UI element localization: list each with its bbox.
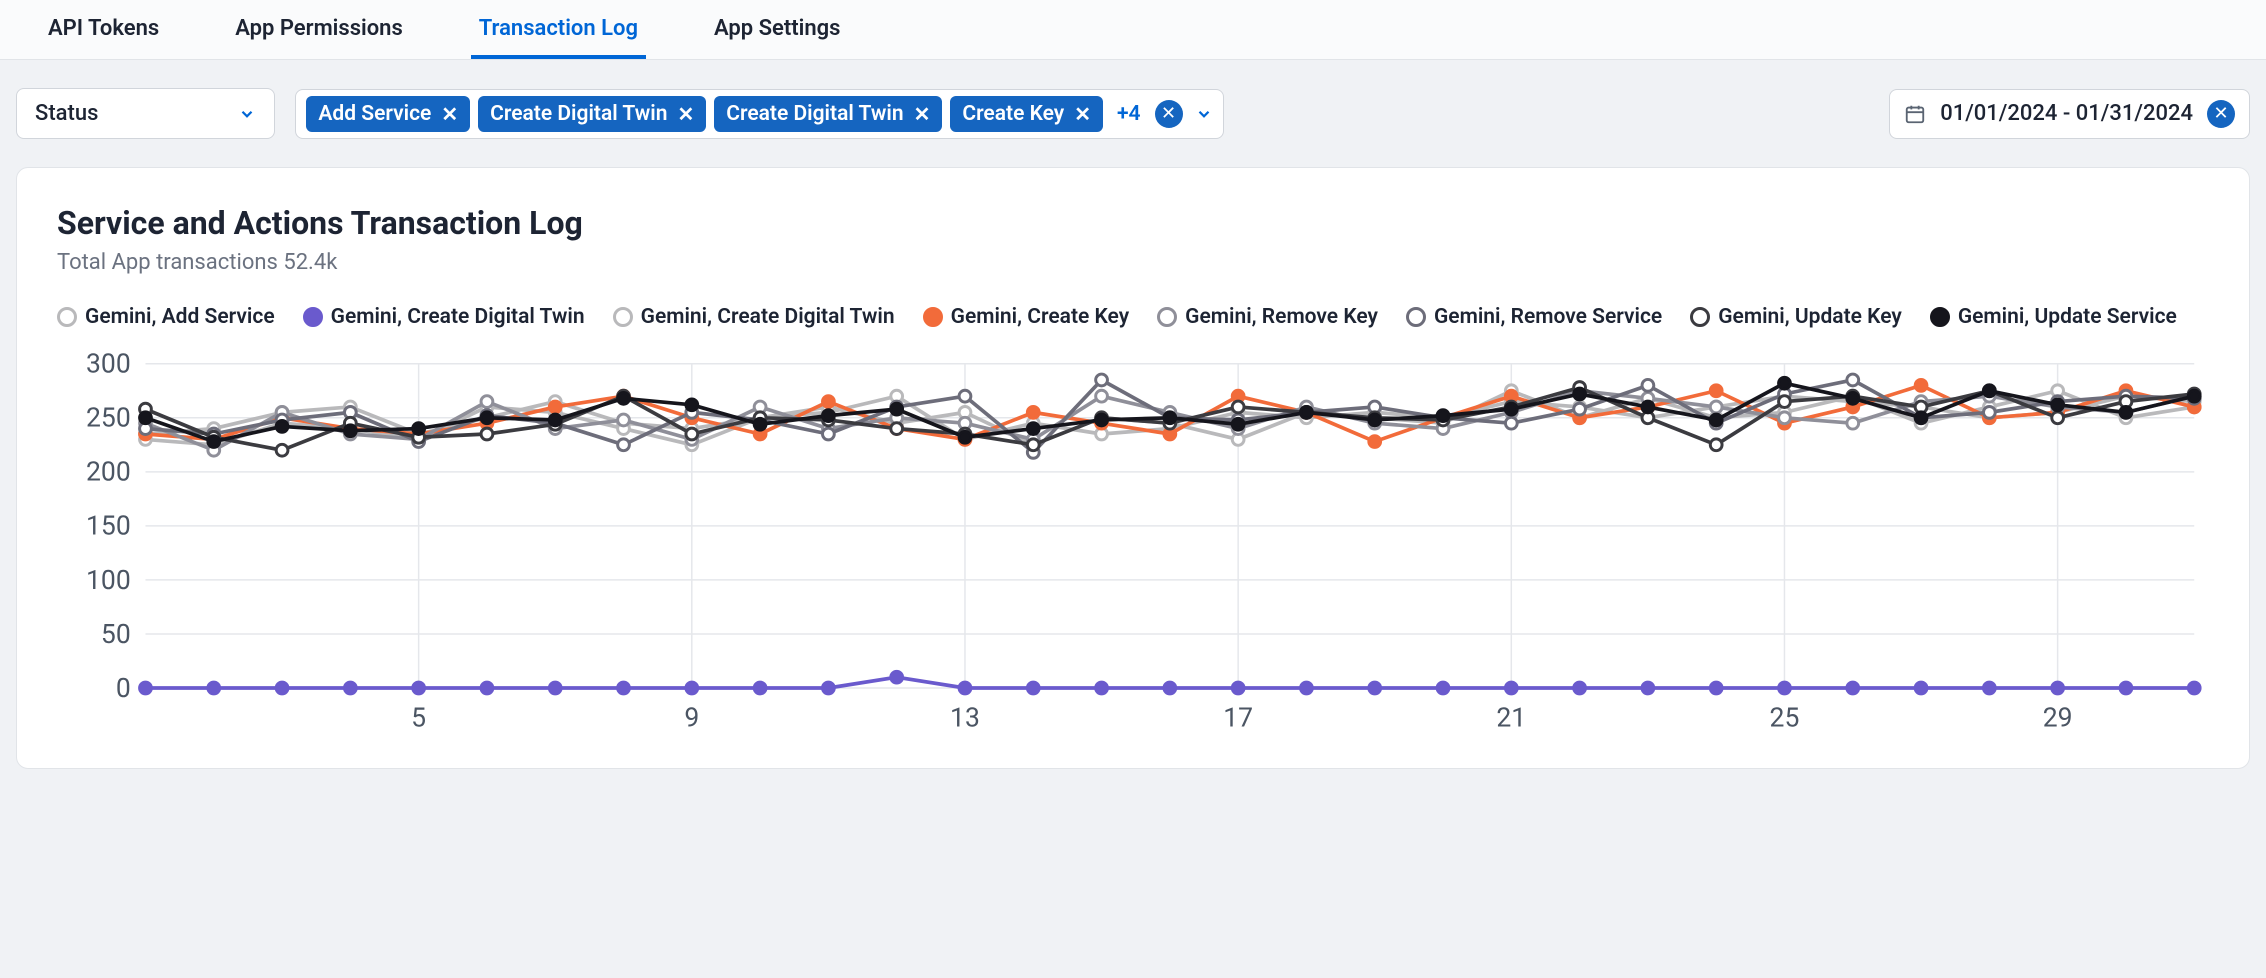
close-icon[interactable]: ✕ <box>441 104 458 124</box>
tabs-bar: API Tokens App Permissions Transaction L… <box>0 0 2266 60</box>
calendar-icon <box>1904 103 1926 125</box>
legend-dot <box>1406 307 1426 327</box>
svg-text:13: 13 <box>950 702 980 732</box>
chip-label: Create Digital Twin <box>490 102 667 126</box>
svg-text:100: 100 <box>86 565 131 596</box>
close-icon[interactable]: ✕ <box>677 104 694 124</box>
chart-legend: Gemini, Add Service Gemini, Create Digita… <box>57 305 2209 329</box>
tab-app-permissions[interactable]: App Permissions <box>227 0 411 59</box>
svg-text:300: 300 <box>86 349 131 380</box>
legend-item[interactable]: Gemini, Remove Key <box>1157 305 1378 329</box>
legend-dot <box>1690 307 1710 327</box>
legend-label: Gemini, Create Digital Twin <box>641 305 895 329</box>
legend-dot <box>923 307 943 327</box>
legend-label: Gemini, Remove Service <box>1434 305 1662 329</box>
legend-item[interactable]: Gemini, Update Service <box>1930 305 2177 329</box>
more-chips-count[interactable]: +4 <box>1111 102 1147 126</box>
chart-container: 0 50 100 150 200 250 300 5 9 13 17 21 25 29 <box>57 349 2209 732</box>
legend-label: Gemini, Remove Key <box>1185 305 1378 329</box>
close-icon[interactable]: ✕ <box>1074 104 1091 124</box>
legend-dot <box>57 307 77 327</box>
chevron-down-icon <box>238 105 256 123</box>
legend-dot <box>303 307 323 327</box>
legend-label: Gemini, Create Key <box>951 305 1130 329</box>
svg-text:0: 0 <box>116 673 131 704</box>
legend-dot <box>613 307 633 327</box>
svg-text:50: 50 <box>101 619 131 650</box>
line-chart: 0 50 100 150 200 250 300 5 9 13 17 21 25 29 <box>57 349 2209 732</box>
legend-item[interactable]: Gemini, Create Key <box>923 305 1130 329</box>
chip-create-digital-twin-1[interactable]: Create Digital Twin ✕ <box>478 96 706 132</box>
svg-text:25: 25 <box>1770 702 1800 732</box>
chart-card: Service and Actions Transaction Log Tota… <box>16 167 2250 769</box>
svg-text:9: 9 <box>684 702 699 732</box>
panel-subtitle: Total App transactions 52.4k <box>57 250 2209 275</box>
date-range-picker[interactable]: 01/01/2024 - 01/31/2024 ✕ <box>1889 89 2250 139</box>
status-dropdown[interactable]: Status <box>16 88 275 139</box>
legend-label: Gemini, Update Key <box>1718 305 1902 329</box>
svg-text:29: 29 <box>2043 702 2073 732</box>
clear-chips-icon[interactable]: ✕ <box>1155 100 1183 128</box>
legend-item[interactable]: Gemini, Create Digital Twin <box>303 305 585 329</box>
chip-create-key[interactable]: Create Key ✕ <box>950 96 1103 132</box>
legend-item[interactable]: Gemini, Remove Service <box>1406 305 1662 329</box>
filters-bar: Status Add Service ✕ Create Digital Twin… <box>0 60 2266 167</box>
svg-text:5: 5 <box>411 702 426 732</box>
legend-label: Gemini, Update Service <box>1958 305 2177 329</box>
svg-text:17: 17 <box>1223 702 1253 732</box>
legend-item[interactable]: Gemini, Create Digital Twin <box>613 305 895 329</box>
legend-dot <box>1157 307 1177 327</box>
svg-text:250: 250 <box>86 403 131 434</box>
date-range-value: 01/01/2024 - 01/31/2024 <box>1940 101 2193 126</box>
chip-add-service[interactable]: Add Service ✕ <box>306 96 470 132</box>
filter-chips-container: Add Service ✕ Create Digital Twin ✕ Crea… <box>295 89 1223 139</box>
tab-transaction-log[interactable]: Transaction Log <box>471 0 646 59</box>
svg-text:200: 200 <box>86 457 131 488</box>
svg-text:150: 150 <box>86 511 131 542</box>
legend-dot <box>1930 307 1950 327</box>
panel-title: Service and Actions Transaction Log <box>57 204 2209 242</box>
clear-date-icon[interactable]: ✕ <box>2207 100 2235 128</box>
tab-app-settings[interactable]: App Settings <box>706 0 849 59</box>
chevron-down-icon[interactable] <box>1195 105 1213 123</box>
tab-api-tokens[interactable]: API Tokens <box>40 0 167 59</box>
legend-item[interactable]: Gemini, Update Key <box>1690 305 1902 329</box>
legend-label: Gemini, Create Digital Twin <box>331 305 585 329</box>
chip-create-digital-twin-2[interactable]: Create Digital Twin ✕ <box>714 96 942 132</box>
legend-item[interactable]: Gemini, Add Service <box>57 305 275 329</box>
svg-text:21: 21 <box>1496 702 1526 732</box>
chip-label: Create Key <box>962 102 1064 126</box>
chip-label: Add Service <box>318 102 431 126</box>
legend-label: Gemini, Add Service <box>85 305 275 329</box>
status-label: Status <box>35 101 98 126</box>
close-icon[interactable]: ✕ <box>914 104 931 124</box>
chip-label: Create Digital Twin <box>726 102 903 126</box>
